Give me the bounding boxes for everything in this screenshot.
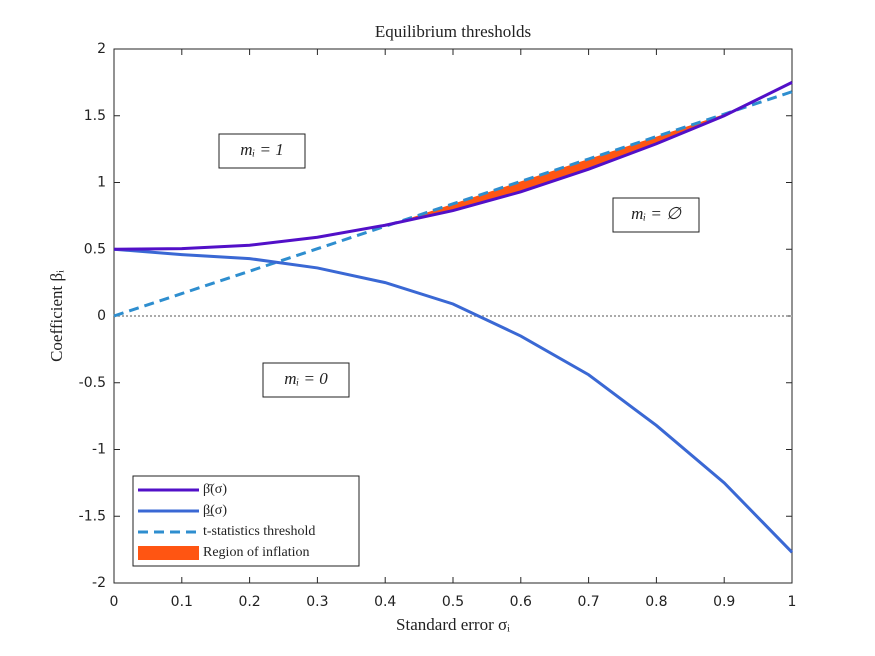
series-line bbox=[113, 90, 793, 318]
y-tick-label: 1.5 bbox=[84, 108, 106, 124]
x-tick-label: 0 bbox=[110, 594, 119, 610]
legend-label: β̄(σ) bbox=[203, 482, 227, 497]
legend-label: Region of inflation bbox=[203, 545, 310, 560]
y-tick-label: -2 bbox=[92, 575, 106, 591]
y-axis-label: Coefficient βᵢ bbox=[47, 270, 66, 362]
legend-swatch bbox=[138, 546, 199, 560]
annotation: mᵢ = 1 bbox=[240, 140, 283, 159]
x-tick-label: 0.8 bbox=[645, 594, 667, 610]
y-tick-label: -1.5 bbox=[79, 508, 106, 524]
y-tick-label: 2 bbox=[97, 41, 106, 57]
annotation: mᵢ = 0 bbox=[284, 369, 328, 388]
y-tick-label: 0.5 bbox=[84, 241, 106, 257]
series-line bbox=[113, 247, 794, 554]
x-tick-label: 0.9 bbox=[713, 594, 735, 610]
legend-label: t-statistics threshold bbox=[203, 524, 315, 539]
x-tick-label: 0.5 bbox=[442, 594, 464, 610]
annotation: mᵢ = ∅ bbox=[631, 204, 682, 223]
y-tick-label: 0 bbox=[97, 308, 106, 324]
x-tick-label: 0.7 bbox=[577, 594, 599, 610]
x-tick-label: 0.2 bbox=[238, 594, 260, 610]
x-tick-label: 0.6 bbox=[510, 594, 532, 610]
y-tick-label: 1 bbox=[97, 175, 106, 191]
y-tick-label: -0.5 bbox=[79, 375, 106, 391]
annotation-box bbox=[612, 197, 700, 233]
annotation-box bbox=[218, 133, 306, 169]
x-tick-label: 0.4 bbox=[374, 594, 396, 610]
chart-title: Equilibrium thresholds bbox=[375, 22, 531, 41]
x-tick-label: 1 bbox=[788, 594, 797, 610]
x-axis-label: Standard error σᵢ bbox=[396, 615, 510, 634]
annotation-box bbox=[262, 362, 350, 398]
y-tick-label: -1 bbox=[92, 442, 106, 458]
x-tick-label: 0.1 bbox=[171, 594, 193, 610]
legend-label: β̲(σ) bbox=[203, 503, 227, 518]
series-line bbox=[113, 81, 793, 251]
x-tick-label: 0.3 bbox=[306, 594, 328, 610]
